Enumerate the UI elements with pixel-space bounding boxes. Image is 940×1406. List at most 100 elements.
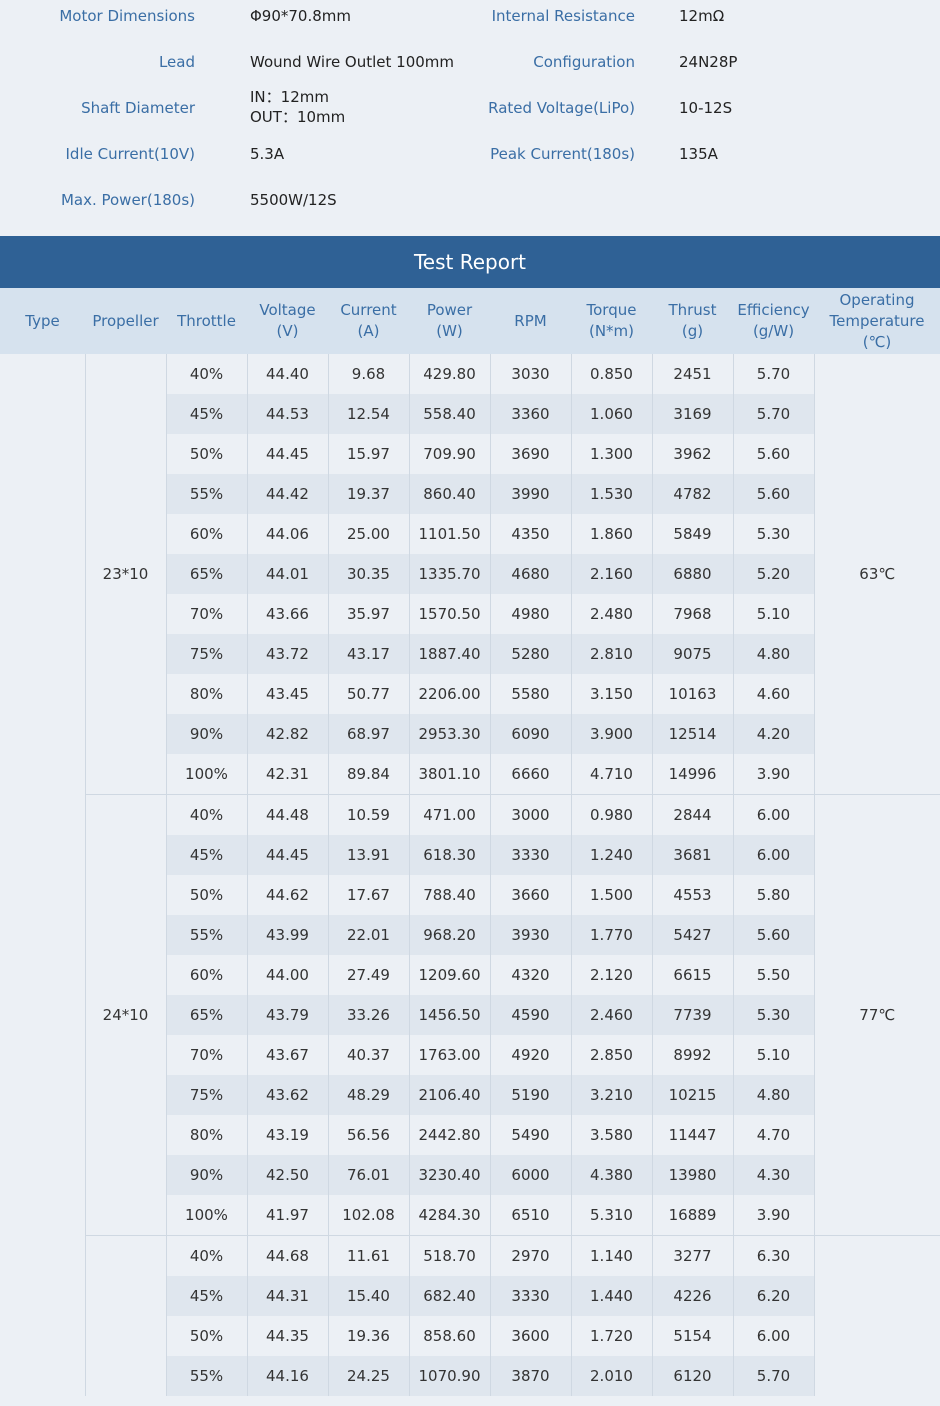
rpm-cell: 3030 (489, 354, 571, 394)
rpm-cell: 3330 (489, 1276, 571, 1316)
power-cell: 1070.90 (408, 1356, 490, 1396)
spec-label: Configuration (533, 53, 635, 71)
header-voltage: Voltage (V) (247, 288, 328, 354)
efficiency-cell: 6.00 (732, 1316, 814, 1356)
throttle-cell: 70% (165, 1035, 247, 1075)
voltage-cell: 42.82 (246, 714, 328, 754)
power-cell: 968.20 (408, 915, 490, 955)
torque-cell: 1.240 (570, 835, 652, 875)
spec-label: Idle Current(10V) (65, 145, 196, 163)
power-cell: 3230.40 (408, 1155, 490, 1195)
spec-label: Lead (158, 53, 195, 71)
throttle-cell: 100% (165, 1195, 247, 1236)
current-cell: 30.35 (327, 554, 409, 594)
propeller-cell (84, 1235, 166, 1396)
table-row: 100% 42.31 89.84 3801.10 6660 4.710 14996 3.90 (0, 754, 940, 795)
header-thrust: Thrust (g) (652, 288, 733, 354)
voltage-cell: 43.67 (246, 1035, 328, 1075)
test-report-title: Test Report (0, 236, 940, 288)
rpm-cell: 4350 (489, 514, 571, 554)
current-cell: 35.97 (327, 594, 409, 634)
header-rpm: RPM (490, 288, 571, 354)
thrust-cell: 10163 (651, 674, 733, 714)
voltage-cell: 44.16 (246, 1356, 328, 1396)
rpm-cell: 3000 (489, 794, 571, 835)
power-cell: 1335.70 (408, 554, 490, 594)
header-current: Current (A) (328, 288, 409, 354)
efficiency-cell: 5.30 (732, 995, 814, 1035)
table-row: 23*10 40% 44.40 9.68 429.80 3030 0.850 2451 5.70… (0, 354, 940, 1396)
header-temperature-unit: (℃) (862, 332, 892, 351)
table-row: 65% 43.79 33.26 1456.50 4590 2.460 7739 5.30 (0, 995, 940, 1035)
table-row: 90% 42.50 76.01 3230.40 6000 4.380 13980 4.30 (0, 1155, 940, 1195)
voltage-cell: 44.62 (246, 875, 328, 915)
throttle-cell: 90% (165, 1155, 247, 1195)
rpm-cell: 5190 (489, 1075, 571, 1115)
header-temperature: Operating Temperature (℃) (814, 288, 940, 354)
torque-cell: 0.980 (570, 794, 652, 835)
rpm-cell: 6000 (489, 1155, 571, 1195)
efficiency-cell: 3.90 (732, 754, 814, 795)
rpm-cell: 3990 (489, 474, 571, 514)
torque-cell: 2.810 (570, 634, 652, 674)
power-cell: 1101.50 (408, 514, 490, 554)
current-cell: 19.36 (327, 1316, 409, 1356)
power-cell: 1887.40 (408, 634, 490, 674)
current-cell: 15.97 (327, 434, 409, 474)
thrust-cell: 5154 (651, 1316, 733, 1356)
thrust-cell: 6615 (651, 955, 733, 995)
table-row: 75% 43.72 43.17 1887.40 5280 2.810 9075 4.80 (0, 634, 940, 674)
voltage-cell: 44.06 (246, 514, 328, 554)
table-row: 55% 44.16 24.25 1070.90 3870 2.010 6120 5.70 (0, 1356, 940, 1396)
current-cell: 25.00 (327, 514, 409, 554)
voltage-cell: 44.31 (246, 1276, 328, 1316)
efficiency-cell: 4.80 (732, 634, 814, 674)
thrust-cell: 3169 (651, 394, 733, 434)
thrust-cell: 14996 (651, 754, 733, 795)
table-row: 45% 44.53 12.54 558.40 3360 1.060 3169 5.70 (0, 394, 940, 434)
power-cell: 682.40 (408, 1276, 490, 1316)
current-cell: 43.17 (327, 634, 409, 674)
thrust-cell: 3962 (651, 434, 733, 474)
spec-row-4: Idle Current(10V) 5.3A Peak Current(180s… (0, 145, 940, 191)
header-power: Power (W) (409, 288, 490, 354)
thrust-cell: 2451 (651, 354, 733, 394)
table-row: 50% 44.35 19.36 858.60 3600 1.720 5154 6.00 (0, 1316, 940, 1356)
current-cell: 76.01 (327, 1155, 409, 1195)
throttle-cell: 50% (165, 1316, 247, 1356)
power-cell: 1570.50 (408, 594, 490, 634)
table-row: 80% 43.45 50.77 2206.00 5580 3.150 10163 4.60 (0, 674, 940, 714)
temperature-cell: 63℃ (813, 354, 940, 795)
torque-cell: 3.580 (570, 1115, 652, 1155)
throttle-cell: 70% (165, 594, 247, 634)
current-cell: 33.26 (327, 995, 409, 1035)
torque-cell: 4.380 (570, 1155, 652, 1195)
efficiency-cell: 6.20 (732, 1276, 814, 1316)
propeller-cell: 23*10 (84, 354, 166, 795)
spec-value: 24N28P (679, 53, 738, 71)
header-torque: Torque (N*m) (571, 288, 652, 354)
current-cell: 56.56 (327, 1115, 409, 1155)
table-row: 90% 42.82 68.97 2953.30 6090 3.900 12514 4.20 (0, 714, 940, 754)
torque-cell: 1.720 (570, 1316, 652, 1356)
header-throttle-label: Throttle (177, 311, 236, 330)
spec-value: IN：12mm OUT：10mm (250, 87, 345, 127)
table-row: 24*10 40% 44.48 10.59 471.00 3000 0.980 2844 6.0… (0, 794, 940, 1236)
header-torque-unit: (N*m) (588, 322, 635, 340)
header-rpm-label: RPM (514, 311, 547, 330)
thrust-cell: 5849 (651, 514, 733, 554)
thrust-cell: 4553 (651, 875, 733, 915)
spec-row-1: Motor Dimensions Φ90*70.8mm Internal Res… (0, 7, 940, 53)
efficiency-cell: 4.20 (732, 714, 814, 754)
temperature-cell: 77℃ (813, 794, 940, 1236)
efficiency-cell: 5.60 (732, 915, 814, 955)
throttle-cell: 45% (165, 1276, 247, 1316)
current-cell: 40.37 (327, 1035, 409, 1075)
voltage-cell: 44.42 (246, 474, 328, 514)
rpm-cell: 4680 (489, 554, 571, 594)
rpm-cell: 3870 (489, 1356, 571, 1396)
spec-value: 135A (679, 145, 718, 163)
spec-label: Motor Dimensions (59, 7, 195, 25)
voltage-cell: 43.72 (246, 634, 328, 674)
header-voltage-label: Voltage (259, 301, 316, 319)
